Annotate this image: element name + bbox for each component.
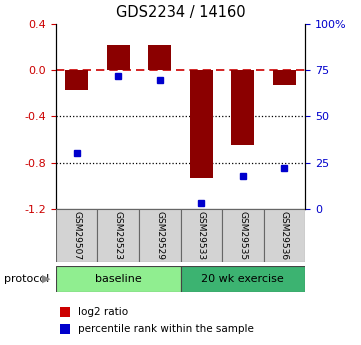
Bar [139,209,180,262]
Bar [231,70,254,145]
Text: GSM29523: GSM29523 [114,211,123,260]
Bar [180,266,305,292]
Text: GSM29533: GSM29533 [197,211,206,260]
Bar [56,266,180,292]
Bar [65,70,88,90]
Bar [264,209,305,262]
Text: GSM29536: GSM29536 [280,211,289,260]
Bar [222,209,264,262]
Bar [180,209,222,262]
Text: 20 wk exercise: 20 wk exercise [201,274,284,284]
Bar [273,70,296,85]
Bar [107,45,130,70]
Text: baseline: baseline [95,274,142,284]
Bar [148,45,171,70]
Bar [190,70,213,178]
Bar [97,209,139,262]
Title: GDS2234 / 14160: GDS2234 / 14160 [116,5,245,20]
Text: GSM29535: GSM29535 [238,211,247,260]
Text: GSM29529: GSM29529 [155,211,164,260]
Bar [56,209,97,262]
Text: percentile rank within the sample: percentile rank within the sample [78,324,253,334]
Text: protocol: protocol [4,274,49,284]
Text: ▶: ▶ [42,274,50,284]
Text: GSM29507: GSM29507 [72,211,81,260]
Text: log2 ratio: log2 ratio [78,307,128,317]
